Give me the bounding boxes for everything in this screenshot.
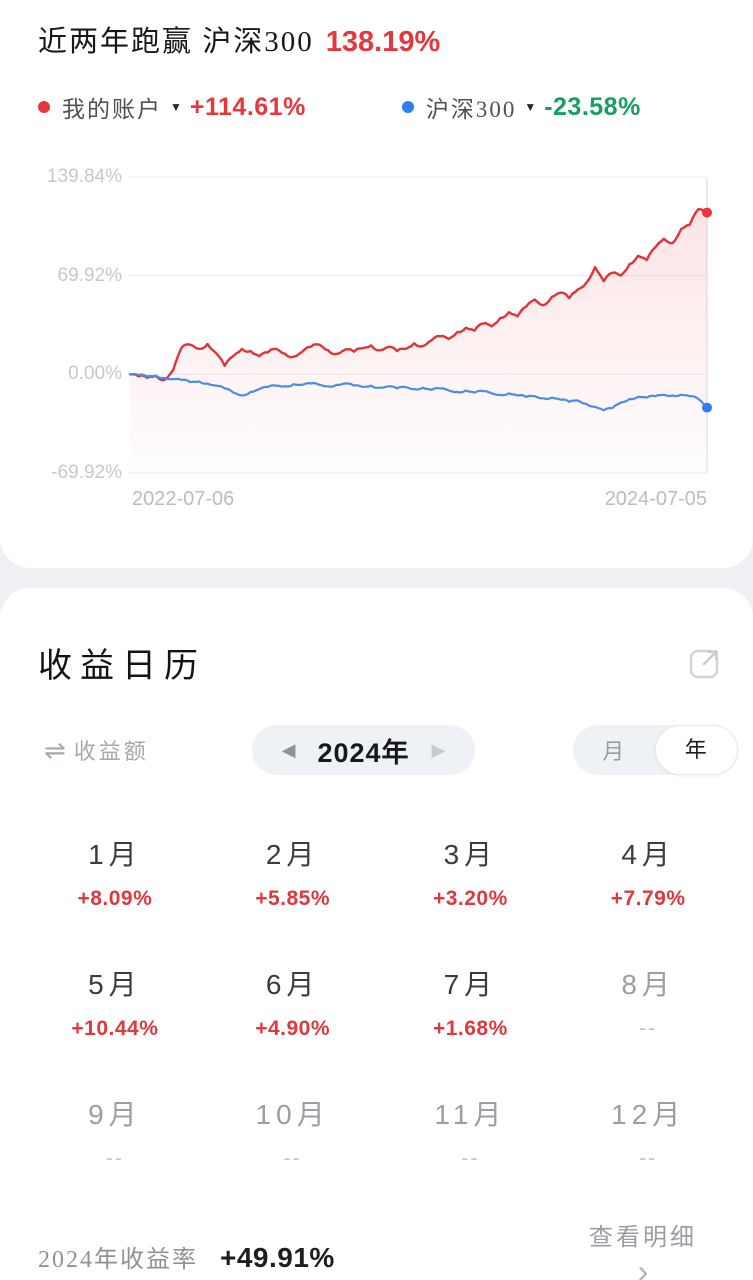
external-link-icon[interactable]: [685, 643, 725, 683]
earnings-calendar-card: 收益日历 ⇌ 收益额 ◀ 2024年 ▶ 月 年 1月 +8.09%: [0, 588, 753, 1280]
legend-name: 我的账户: [62, 97, 162, 122]
month-label: 12月: [611, 1099, 686, 1130]
month-return-value: +4.90%: [255, 1017, 331, 1040]
month-cell[interactable]: 8月 --: [559, 967, 737, 1043]
performance-card: 近两年跑赢 沪深300 138.19% 我的账户 ▼ +114.61% 沪深30…: [0, 0, 753, 568]
month-label: 8月: [621, 969, 675, 1000]
month-cell[interactable]: 5月 +10.44%: [26, 967, 204, 1043]
month-return-value: --: [283, 1147, 302, 1170]
chevron-right-icon: ›: [637, 1253, 649, 1280]
chevron-down-icon[interactable]: ▼: [524, 100, 537, 114]
month-cell[interactable]: 3月 +3.20%: [382, 837, 560, 913]
month-return-value: +8.09%: [77, 887, 153, 910]
period-option-year[interactable]: 年: [654, 725, 738, 775]
month-cell[interactable]: 11月 --: [382, 1097, 560, 1173]
month-label: 9月: [88, 1099, 142, 1130]
month-return-value: --: [639, 1147, 658, 1170]
swap-arrows-icon: ⇌: [44, 735, 66, 765]
legend-item-my-account[interactable]: 我的账户 ▼ +114.61%: [38, 90, 306, 124]
month-cell[interactable]: 9月 --: [26, 1097, 204, 1173]
month-cell[interactable]: 1月 +8.09%: [26, 837, 204, 913]
month-cell[interactable]: 2月 +5.85%: [204, 837, 382, 913]
view-details-label: 查看明细: [589, 1225, 697, 1251]
month-return-value: +1.68%: [432, 1017, 508, 1040]
month-return-value: +3.20%: [432, 887, 508, 910]
month-cell[interactable]: 12月 --: [559, 1097, 737, 1173]
month-return-value: --: [639, 1017, 658, 1040]
red-dot-icon: [38, 101, 50, 113]
month-cell[interactable]: 7月 +1.68%: [382, 967, 560, 1043]
performance-chart[interactable]: 139.84% 69.92% 0.00% -69.92% 2022-07-06 …: [0, 152, 753, 524]
legend-name: 沪深300: [425, 97, 517, 122]
month-label: 10月: [255, 1099, 330, 1130]
month-return-value: --: [105, 1147, 124, 1170]
month-cell[interactable]: 4月 +7.79%: [559, 837, 737, 913]
view-details-link[interactable]: 查看明细 ›: [589, 1217, 697, 1280]
month-label: 5月: [88, 969, 142, 1000]
page-title: 近两年跑赢 沪深300 138.19%: [0, 0, 753, 60]
year-selector[interactable]: ◀ 2024年 ▶: [252, 725, 475, 775]
next-year-arrow-icon[interactable]: ▶: [431, 740, 446, 760]
month-return-value: +7.79%: [610, 887, 686, 910]
month-grid: 1月 +8.09% 2月 +5.85% 3月 +3.20% 4月 +7.79% …: [0, 837, 753, 1173]
year-return-label: 2024年收益率: [38, 1247, 198, 1273]
month-label: 11月: [434, 1099, 507, 1130]
month-label: 1月: [88, 839, 142, 870]
month-cell[interactable]: 6月 +4.90%: [204, 967, 382, 1043]
switch-to-amount-button[interactable]: ⇌ 收益额: [44, 734, 149, 766]
month-return-value: --: [461, 1147, 480, 1170]
month-label: 2月: [265, 839, 320, 870]
page-title-text: 近两年跑赢 沪深300: [38, 26, 314, 58]
y-axis-tick: 69.92%: [57, 265, 122, 286]
month-label: 7月: [443, 969, 498, 1000]
page-title-value: 138.19%: [325, 26, 441, 58]
legend-item-csi300[interactable]: 沪深300 ▼ -23.58%: [401, 90, 641, 124]
month-cell[interactable]: 10月 --: [204, 1097, 382, 1173]
chart-legend: 我的账户 ▼ +114.61% 沪深300 ▼ -23.58%: [38, 90, 753, 124]
legend-value: -23.58%: [544, 92, 641, 121]
previous-year-arrow-icon[interactable]: ◀: [281, 740, 296, 760]
period-toggle[interactable]: 月 年: [573, 725, 738, 775]
year-return-value: +49.91%: [220, 1242, 335, 1273]
month-return-value: +10.44%: [71, 1017, 159, 1040]
year-selector-label: 2024年: [317, 737, 410, 768]
y-axis-tick: 0.00%: [68, 363, 122, 384]
blue-dot-icon: [401, 101, 414, 113]
x-axis-tick-end: 2024-07-05: [604, 488, 707, 510]
line-chart-canvas[interactable]: [0, 152, 753, 524]
legend-value: +114.61%: [189, 92, 306, 121]
period-option-month[interactable]: 月: [602, 739, 626, 764]
month-label: 6月: [265, 969, 320, 1000]
x-axis-tick-start: 2022-07-06: [132, 488, 235, 510]
y-axis-tick: 139.84%: [46, 166, 122, 187]
y-axis-tick: -69.92%: [51, 462, 122, 483]
chevron-down-icon[interactable]: ▼: [170, 100, 182, 114]
month-label: 4月: [621, 839, 675, 870]
month-return-value: +5.85%: [255, 887, 331, 910]
calendar-title: 收益日历: [38, 648, 206, 685]
month-label: 3月: [443, 839, 498, 870]
year-return: 2024年收益率 +49.91%: [38, 1239, 335, 1274]
swap-label: 收益额: [73, 739, 149, 764]
